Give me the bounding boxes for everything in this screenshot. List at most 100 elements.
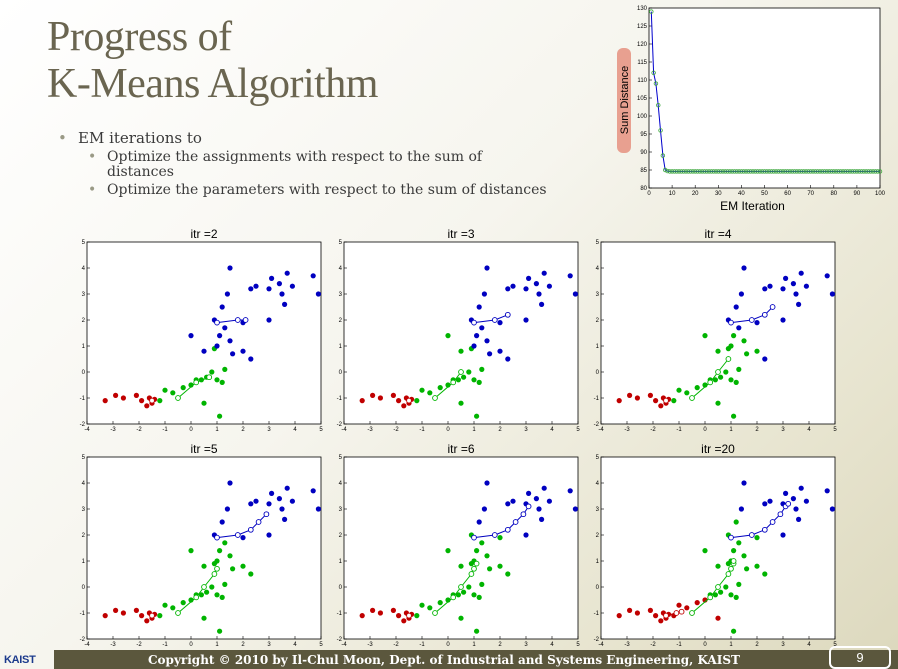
sum-distance-point xyxy=(873,169,878,174)
x-tick-label: 90 xyxy=(854,191,861,197)
cluster-point xyxy=(523,286,529,292)
y-tick-label: 130 xyxy=(637,6,648,12)
y-tick-label: 1 xyxy=(82,559,86,565)
cluster-point xyxy=(733,594,739,600)
x-tick-label: -3 xyxy=(110,642,116,648)
cluster-point xyxy=(222,581,228,587)
sum-distance-point xyxy=(713,169,719,174)
x-tick-label: 1 xyxy=(215,427,219,433)
cluster-point xyxy=(476,304,482,310)
centroid-marker xyxy=(201,584,207,590)
cluster-point xyxy=(671,398,677,404)
x-tick-label: -2 xyxy=(393,642,399,648)
cluster-point xyxy=(162,602,168,608)
cluster-point xyxy=(370,392,376,398)
x-tick-label: 4 xyxy=(807,427,811,433)
convergence-chart: 80 85 90 95 100 105 110 115 120 125 130 0 10 20 30 40 50… xyxy=(617,6,886,213)
y-tick-label: 4 xyxy=(339,481,343,487)
centroid-marker xyxy=(707,594,714,601)
cluster-point xyxy=(741,480,747,486)
cluster-point xyxy=(497,348,503,354)
cluster-point xyxy=(634,395,641,401)
centroid-marker xyxy=(504,526,511,533)
cluster-point xyxy=(484,338,490,344)
cluster-point xyxy=(798,270,804,276)
sum-distance-point xyxy=(725,169,730,174)
y-tick-label: 4 xyxy=(339,266,343,272)
sum-distance-point xyxy=(780,169,786,174)
cluster-point xyxy=(572,506,578,512)
x-tick-label: 4 xyxy=(807,642,811,648)
x-tick-label: -2 xyxy=(650,427,656,433)
centroid-marker xyxy=(715,584,721,590)
cluster-point xyxy=(396,398,402,404)
cluster-point xyxy=(780,286,786,292)
sum-distance-point xyxy=(808,169,813,174)
x-tick-label: 5 xyxy=(319,427,323,433)
cluster-point xyxy=(214,592,220,598)
cluster-point xyxy=(647,392,654,398)
page-number: 9 xyxy=(829,646,891,669)
y-tick-label: -1 xyxy=(80,396,86,402)
cluster-point xyxy=(479,366,485,372)
centroid-marker xyxy=(673,610,680,616)
y-tick-label: 4 xyxy=(82,481,86,487)
centroid-marker xyxy=(725,571,732,577)
x-tick-label: 2 xyxy=(241,642,245,648)
cluster-point xyxy=(276,496,282,502)
scatter-plot-area xyxy=(86,456,322,640)
x-tick-label: -3 xyxy=(624,642,630,648)
centroid-marker xyxy=(728,534,734,541)
sum-distance-point xyxy=(690,169,696,174)
centroid-marker xyxy=(748,317,755,323)
cluster-point xyxy=(712,592,719,598)
cluster-point xyxy=(796,516,802,522)
cluster-point xyxy=(120,610,126,616)
cluster-point xyxy=(359,613,365,619)
cluster-point xyxy=(723,369,729,375)
y-tick-label: 5 xyxy=(82,455,86,461)
cluster-point xyxy=(762,286,768,292)
cluster-point xyxy=(736,325,742,331)
sum-distance-point xyxy=(847,169,853,174)
cluster-point xyxy=(539,301,545,307)
centroid-marker xyxy=(458,369,464,375)
cluster-point xyxy=(523,317,529,323)
y-tick-label: 110 xyxy=(637,78,647,84)
x-tick-label: 20 xyxy=(692,191,699,197)
cluster-point xyxy=(793,291,799,297)
sub-bullet-1: Optimize the assignments with respect to… xyxy=(58,150,547,180)
sum-distance-point xyxy=(769,169,774,174)
cluster-point xyxy=(455,377,461,383)
sum-distance-point xyxy=(801,169,806,174)
x-tick-label: 0 xyxy=(703,427,707,433)
sum-distance-point xyxy=(653,81,659,86)
centroid-marker xyxy=(234,317,241,323)
y-tick-label: 0 xyxy=(596,585,600,591)
cluster-point xyxy=(427,605,433,611)
sum-distance-point xyxy=(757,169,763,174)
y-tick-label: 2 xyxy=(596,533,600,539)
cluster-point xyxy=(419,602,425,608)
sum-distance-point xyxy=(695,169,700,174)
sum-distance-point xyxy=(748,169,753,174)
centroid-marker xyxy=(471,565,477,572)
sum-distance-point xyxy=(877,169,883,174)
y-tick-label: 5 xyxy=(596,240,600,246)
centroid-marker xyxy=(263,511,270,518)
x-tick-label: 2 xyxy=(241,427,245,433)
cluster-point xyxy=(526,275,532,281)
cluster-point xyxy=(718,589,724,595)
centroid-marker xyxy=(730,558,737,564)
cluster-point xyxy=(523,532,529,538)
centroid-marker xyxy=(473,560,480,567)
cluster-point xyxy=(533,281,539,287)
y-tick-label: 1 xyxy=(82,344,86,350)
sum-distance-point xyxy=(699,169,705,174)
y-tick-label: 3 xyxy=(82,292,86,298)
cluster-point xyxy=(396,613,402,619)
cluster-point xyxy=(390,392,396,398)
cluster-point xyxy=(201,615,207,621)
sum-distance-point xyxy=(806,169,811,174)
cluster-point xyxy=(445,333,451,339)
